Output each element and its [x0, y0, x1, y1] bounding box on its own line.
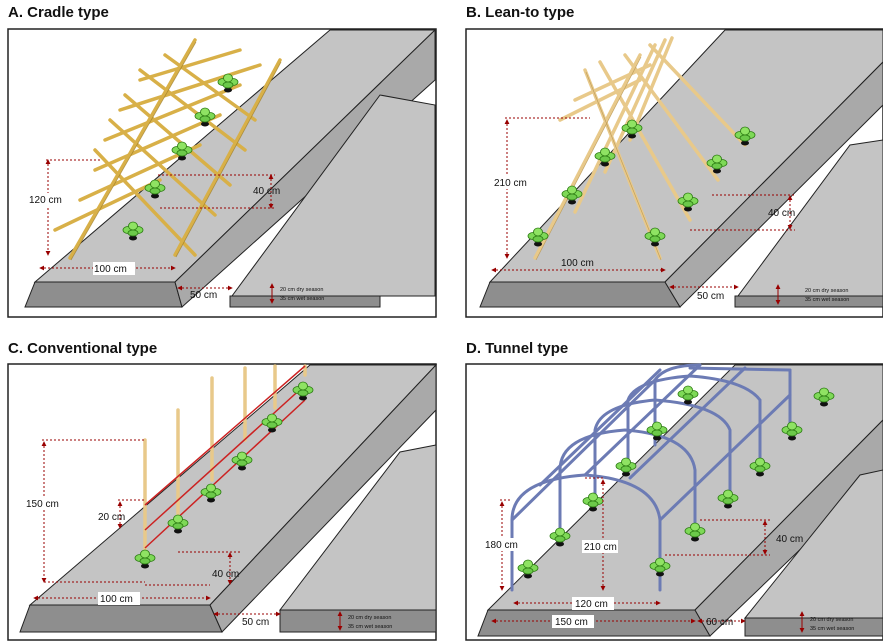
- bed-front-c: [20, 605, 222, 632]
- depth-dry-label-c: 20 cm dry season: [348, 615, 391, 621]
- wire-label-c: 20 cm: [98, 512, 125, 523]
- width-label-c: 100 cm: [100, 594, 133, 605]
- panel-b: 210 cm 100 cm 40 cm 50 cm 20 cm dry seas…: [466, 29, 883, 317]
- width-label-a: 100 cm: [94, 264, 127, 275]
- spacing-label-c: 40 cm: [212, 569, 239, 580]
- path-label-c: 50 cm: [242, 617, 269, 628]
- path-label-d: 60 cm: [706, 617, 733, 628]
- spacing-label-d: 40 cm: [776, 534, 803, 545]
- depth-wet-label-c: 35 cm wet season: [348, 624, 392, 630]
- side-height-label-d: 180 cm: [485, 540, 518, 551]
- depth-wet-label-d: 35 cm wet season: [810, 626, 854, 632]
- path-label-a: 50 cm: [190, 290, 217, 301]
- depth-wet-label-b: 35 cm wet season: [805, 297, 849, 303]
- bed-front-b: [480, 282, 680, 307]
- panel-d: 180 cm 210 cm 120 cm 150 cm 40 cm 60 cm …: [466, 364, 883, 640]
- panel-a: 120 cm 100 cm 40 cm 50 cm 20 cm dry seas…: [8, 29, 436, 317]
- depth-dry-label-b: 20 cm dry season: [805, 288, 848, 294]
- height-label-b: 210 cm: [494, 178, 527, 189]
- bed-front-a: [25, 282, 182, 307]
- spacing-label-b: 40 cm: [768, 208, 795, 219]
- top-height-label-d: 210 cm: [584, 542, 617, 553]
- height-label-c: 150 cm: [26, 499, 59, 510]
- panel-c: 150 cm 20 cm 40 cm 100 cm 50 cm 20 cm dr…: [8, 364, 436, 640]
- depth-dry-label-d: 20 cm dry season: [810, 617, 853, 623]
- spacing-label-a: 40 cm: [253, 186, 280, 197]
- path-label-b: 50 cm: [697, 291, 724, 302]
- depth-dry-label-a: 20 cm dry season: [280, 287, 323, 293]
- depth-wet-label-a: 35 cm wet season: [280, 296, 324, 302]
- inner-width-label-d: 120 cm: [575, 599, 608, 610]
- width-label-d: 150 cm: [555, 617, 588, 628]
- width-label-b: 100 cm: [561, 258, 594, 269]
- height-label-a: 120 cm: [29, 195, 62, 206]
